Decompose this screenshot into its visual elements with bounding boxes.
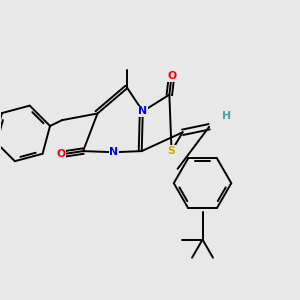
- Text: O: O: [167, 71, 176, 81]
- Text: H: H: [222, 111, 231, 121]
- Text: N: N: [110, 147, 118, 157]
- Text: O: O: [56, 149, 65, 159]
- Text: N: N: [138, 106, 147, 116]
- Text: S: S: [168, 146, 176, 156]
